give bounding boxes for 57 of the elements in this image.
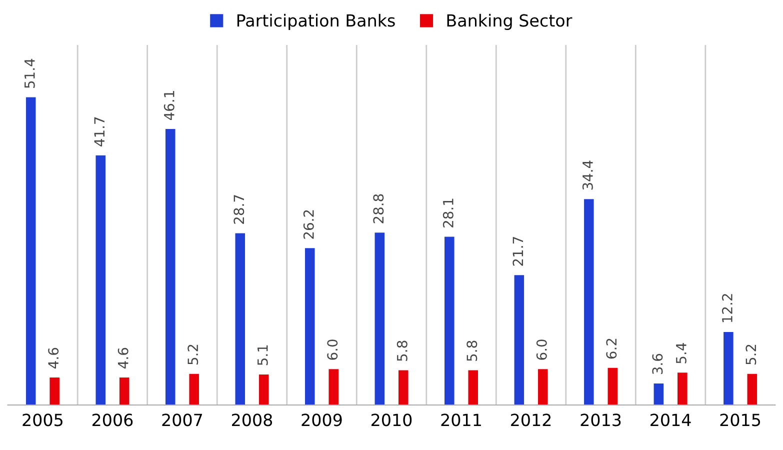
- x-tick-label: 2013: [580, 414, 621, 426]
- data-label: 5.4: [676, 343, 686, 364]
- data-label: 6.0: [327, 340, 338, 360]
- data-label: 4.6: [118, 348, 128, 368]
- data-label: 6.2: [606, 338, 617, 359]
- data-label: 28.8: [373, 194, 384, 224]
- x-tick-label: 2011: [441, 414, 481, 426]
- data-label: 3.6: [652, 354, 663, 374]
- x-tick-label: 2008: [232, 414, 272, 426]
- bar: [96, 155, 106, 405]
- bar: [189, 374, 199, 405]
- data-label: 5.2: [746, 344, 756, 364]
- bar: [608, 368, 618, 405]
- data-label: 4.6: [48, 348, 59, 368]
- data-label: 12.2: [722, 294, 732, 322]
- legend-label: Participation Banks: [237, 14, 395, 30]
- data-label: 28.1: [442, 198, 454, 228]
- data-label: 5.8: [396, 340, 408, 361]
- bar: [26, 97, 36, 405]
- bar: [235, 233, 246, 405]
- bar: [258, 374, 269, 405]
- x-tick-label: 2006: [92, 414, 133, 426]
- bar: [444, 236, 454, 405]
- bar: [747, 374, 758, 405]
- data-label: 21.7: [512, 237, 523, 266]
- x-tick-label: 2012: [511, 414, 551, 426]
- bar: [724, 332, 734, 405]
- data-label: 46.1: [164, 91, 174, 120]
- x-tick-label: 2010: [372, 414, 412, 426]
- legend-label: Banking Sector: [447, 14, 572, 30]
- bar: [165, 129, 176, 405]
- bar: [468, 370, 478, 405]
- bar: [678, 372, 688, 405]
- bar: [119, 377, 130, 405]
- x-tick-label: 2005: [22, 414, 62, 426]
- data-label: 51.4: [24, 58, 35, 88]
- data-label: 5.1: [258, 345, 268, 366]
- bar: [328, 369, 338, 405]
- data-label: 41.7: [94, 117, 104, 146]
- data-label: 26.2: [303, 210, 314, 239]
- x-tick-label: 2007: [162, 414, 202, 426]
- data-label: 6.0: [536, 340, 547, 360]
- data-label: 34.4: [582, 160, 593, 190]
- data-label: 5.8: [466, 340, 478, 361]
- bar: [50, 377, 60, 405]
- bar: [584, 199, 594, 405]
- x-tick-label: 2015: [720, 414, 760, 426]
- bar: [374, 232, 385, 405]
- bar: [514, 275, 524, 405]
- data-label: 28.7: [234, 195, 244, 224]
- bar: [305, 248, 315, 405]
- bar: [654, 383, 664, 405]
- x-tick-label: 2009: [302, 414, 342, 426]
- x-tick-label: 2014: [650, 414, 691, 426]
- bar: [398, 370, 408, 405]
- bar: [538, 369, 548, 405]
- data-label: 5.2: [188, 344, 198, 364]
